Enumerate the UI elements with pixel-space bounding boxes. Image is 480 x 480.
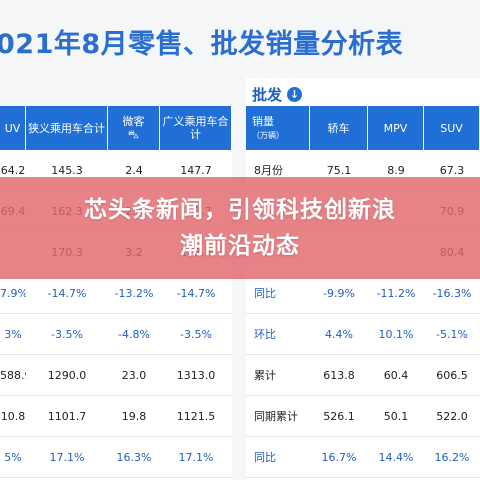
- wholesale-cell: -9.9%: [310, 273, 368, 314]
- wholesale-cell: 50.1: [368, 396, 424, 437]
- wholesale-row: 同期累计 526.1 50.1 522.0: [246, 396, 480, 437]
- wholesale-cell: 同期累计: [246, 396, 310, 437]
- retail-cell: 1290.0: [26, 355, 108, 396]
- retail-header-broad-total: 广义乘用车合计: [160, 106, 232, 150]
- retail-header-narrow-total: 狭义乘用车合计: [26, 106, 108, 150]
- wholesale-row: 累计 613.8 60.4 606.5: [246, 355, 480, 396]
- retail-header-suv: UV: [0, 106, 26, 150]
- wholesale-cell: 613.8: [310, 355, 368, 396]
- retail-row: 3% -3.5% -4.8% -3.5%: [0, 314, 232, 355]
- retail-cell: 23.0: [108, 355, 160, 396]
- retail-header-narrow-total-label: 狭义乘用车合计: [28, 121, 105, 135]
- retail-cell: -13.2%: [108, 273, 160, 314]
- car-icon: ⛍: [127, 128, 140, 141]
- retail-cell: 10.8: [0, 396, 26, 437]
- wholesale-header-sales: 销量 （万辆）: [246, 106, 310, 150]
- retail-cell: 1101.7: [26, 396, 108, 437]
- retail-row: 10.8 1101.7 19.8 1121.5: [0, 396, 232, 437]
- retail-cell: 7.9%: [0, 273, 26, 314]
- wholesale-cell: 522.0: [424, 396, 480, 437]
- wholesale-header-mpv: MPV: [368, 106, 424, 150]
- wholesale-cell: 环比: [246, 314, 310, 355]
- wholesale-cell: 10.1%: [368, 314, 424, 355]
- wholesale-cell: 16.2%: [424, 437, 480, 478]
- retail-cell: -14.7%: [160, 273, 232, 314]
- wholesale-cell: 16.7%: [310, 437, 368, 478]
- wholesale-header-sales-label: 销量: [252, 114, 274, 128]
- retail-header-broad-total-label: 广义乘用车合计: [162, 115, 229, 141]
- headline-banner[interactable]: 芯头条新闻，引领科技创新浪 潮前沿动态: [0, 177, 480, 279]
- wholesale-cell: -5.1%: [424, 314, 480, 355]
- retail-cell: 3%: [0, 314, 26, 355]
- wholesale-cell: 606.5: [424, 355, 480, 396]
- wholesale-cell: -16.3%: [424, 273, 480, 314]
- retail-cell: -3.5%: [160, 314, 232, 355]
- retail-cell: 1121.5: [160, 396, 232, 437]
- wholesale-cell: 526.1: [310, 396, 368, 437]
- wholesale-table: 销量 （万辆） 轿车 MPV SUV 8月份75.18.967.370.980.…: [246, 106, 480, 478]
- wholesale-cell: 4.4%: [310, 314, 368, 355]
- wholesale-title-label: 批发: [252, 86, 283, 104]
- retail-cell: 17.1%: [26, 437, 108, 478]
- wholesale-title: 批发 ↓: [252, 84, 303, 105]
- headline-line-1: 芯头条新闻，引领科技创新浪: [84, 197, 396, 223]
- retail-cell: -14.7%: [26, 273, 108, 314]
- retail-cell: -4.8%: [108, 314, 160, 355]
- retail-sheet: [0, 106, 232, 480]
- wholesale-cell: 60.4: [368, 355, 424, 396]
- headline-text: 芯头条新闻，引领科技创新浪 潮前沿动态: [40, 192, 440, 264]
- wholesale-cell: 同比: [246, 273, 310, 314]
- retail-cell: 19.8: [108, 396, 160, 437]
- retail-cell: -3.5%: [26, 314, 108, 355]
- wholesale-cell: 14.4%: [368, 437, 424, 478]
- wholesale-unit-note: （万辆）: [252, 130, 284, 140]
- retail-cell: 5%: [0, 437, 26, 478]
- retail-row: 7.9% -14.7% -13.2% -14.7%: [0, 273, 232, 314]
- wholesale-header-suv: SUV: [424, 106, 480, 150]
- wholesale-row: 同比 16.7% 14.4% 16.2%: [246, 437, 480, 478]
- wholesale-header-sedan: 轿车: [310, 106, 368, 150]
- retail-header-minivan-label: 微客: [122, 115, 145, 128]
- retail-cell: 16.3%: [108, 437, 160, 478]
- retail-header-minivan: 微客 ⛍: [108, 106, 160, 150]
- wholesale-row: 同比 -9.9% -11.2% -16.3%: [246, 273, 480, 314]
- retail-table: UV 狭义乘用车合计 微客 ⛍ 广义乘用车合计 64.2 145.3 2.4 147.…: [0, 106, 232, 478]
- retail-row: 5% 17.1% 16.3% 17.1%: [0, 437, 232, 478]
- wholesale-cell: 累计: [246, 355, 310, 396]
- retail-cell: 1313.0: [160, 355, 232, 396]
- wholesale-row: 环比 4.4% 10.1% -5.1%: [246, 314, 480, 355]
- headline-line-2: 潮前沿动态: [180, 233, 300, 259]
- retail-cell: 17.1%: [160, 437, 232, 478]
- arrow-down-circle-icon: ↓: [287, 87, 303, 102]
- page-title: 021年8月零售、批发销量分析表: [0, 29, 404, 60]
- retail-cell: 588.9: [0, 355, 26, 396]
- wholesale-cell: 同比: [246, 437, 310, 478]
- wholesale-cell: -11.2%: [368, 273, 424, 314]
